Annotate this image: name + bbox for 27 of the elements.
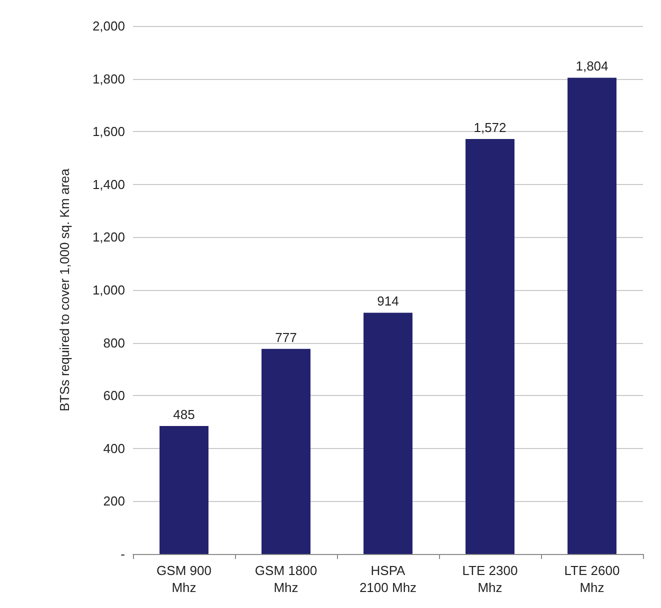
x-tick-label: HSPA 2100 Mhz <box>359 563 417 595</box>
y-tick-label: 600 <box>103 388 125 404</box>
x-tick-label: LTE 2300 Mhz <box>462 563 518 595</box>
y-tick-label: 200 <box>103 494 125 509</box>
data-label: 777 <box>275 330 297 345</box>
y-tick-label: 1,000 <box>92 282 125 298</box>
y-tick-label: 800 <box>103 335 125 350</box>
y-tick-label: 1,200 <box>92 230 125 245</box>
data-label: 1,572 <box>474 120 506 135</box>
y-tick-label: 1,400 <box>92 176 125 192</box>
x-tick-label: GSM 900 Mhz <box>156 563 212 595</box>
y-tick-label: 1,800 <box>92 71 125 86</box>
y-tick-label: 1,600 <box>92 124 125 140</box>
x-tick-label: LTE 2600 Mhz <box>564 563 620 595</box>
bar <box>160 426 208 554</box>
y-tick-label: 400 <box>103 440 125 456</box>
data-label: 1,804 <box>576 58 608 74</box>
bar <box>262 348 310 554</box>
data-label: 914 <box>377 294 399 309</box>
y-axis-title: BTSs required to cover 1,000 sq. Km area <box>57 168 72 412</box>
bar <box>364 312 412 554</box>
data-label: 485 <box>173 406 195 422</box>
bar <box>466 138 514 554</box>
x-tick-label: GSM 1800 Mhz <box>254 563 318 595</box>
y-tick-label: 2,000 <box>92 18 125 34</box>
bar <box>568 78 616 554</box>
y-tick-label: - <box>120 546 125 562</box>
